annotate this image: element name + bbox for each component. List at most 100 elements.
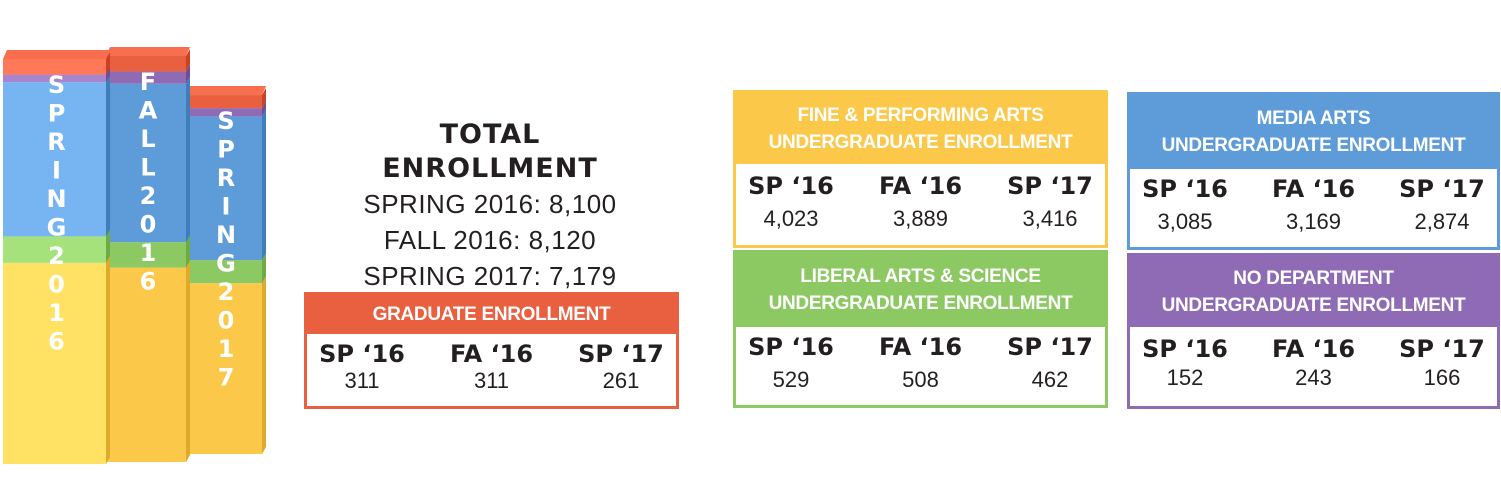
bar-category-label-char: 1 xyxy=(140,239,157,267)
bar-category-label-char: 0 xyxy=(140,211,157,239)
bar-category-label-char: 2 xyxy=(218,278,235,306)
value-sp17: 2,874 xyxy=(1414,209,1470,234)
value-fa16: 311 xyxy=(473,368,510,393)
bar-category-label-char: I xyxy=(52,157,61,185)
col-label-fa16: FA ‘16 xyxy=(878,172,963,200)
col-label-sp17: SP ‘17 xyxy=(1007,333,1093,361)
bar-category-label-char: N xyxy=(216,221,236,249)
total-enrollment-title: TOTAL ENROLLMENT xyxy=(382,119,598,184)
box-title: GRADUATE ENROLLMENT xyxy=(372,304,611,325)
box-title-line2: UNDERGRADUATE ENROLLMENT xyxy=(1161,135,1466,156)
total-enrollment: TOTAL ENROLLMENT SPRING 2016: 8,100 FALL… xyxy=(330,118,650,294)
bar-category-label-char: L xyxy=(140,154,155,182)
total-fall-2016: FALL 2016: 8,120 xyxy=(383,225,597,255)
col-label-fa16: FA ‘16 xyxy=(1271,175,1356,203)
box-title-line1: LIBERAL ARTS & SCIENCE xyxy=(800,266,1041,287)
liberal-arts-enrollment-box: LIBERAL ARTS & SCIENCE UNDERGRADUATE ENR… xyxy=(733,250,1108,408)
col-label-sp16: SP ‘16 xyxy=(748,333,834,361)
value-sp17: 462 xyxy=(1031,367,1069,392)
box-header: LIBERAL ARTS & SCIENCE UNDERGRADUATE ENR… xyxy=(736,253,1105,327)
value-sp16: 529 xyxy=(772,367,810,392)
value-sp17: 3,416 xyxy=(1022,206,1078,231)
bar-segment-media-arts xyxy=(186,116,262,261)
value-fa16: 243 xyxy=(1295,365,1332,390)
value-sp16: 4,023 xyxy=(763,206,819,231)
bar-segment-side xyxy=(106,75,110,237)
bar-category-label-char: R xyxy=(217,164,235,192)
box-header: GRADUATE ENROLLMENT xyxy=(307,295,676,334)
col-label-sp17: SP ‘17 xyxy=(1399,175,1485,203)
media-arts-enrollment-box: MEDIA ARTS UNDERGRADUATE ENROLLMENT SP ‘… xyxy=(1127,92,1500,250)
graduate-enrollment-box: GRADUATE ENROLLMENT SP ‘16 311 FA ‘16 311 … xyxy=(304,292,679,409)
bar-category-label-char: S xyxy=(217,107,234,135)
value-sp16: 152 xyxy=(1166,365,1204,390)
value-sp16: 3,085 xyxy=(1157,209,1213,234)
bar-category-label-char: 2 xyxy=(140,182,157,210)
bar-category-label-char: 6 xyxy=(48,328,65,356)
bar-top-face xyxy=(186,86,266,96)
box-title-line1: FINE & PERFORMING ARTS xyxy=(797,104,1044,126)
bar-segment-fine-arts xyxy=(3,262,106,464)
bar-segment-side xyxy=(106,67,110,83)
box-title-line2: UNDERGRADUATE ENROLLMENT xyxy=(768,293,1073,314)
col-label-fa16: FA ‘16 xyxy=(1271,335,1356,363)
bar-category-label-char: 0 xyxy=(218,307,235,335)
bar-segment-media-arts xyxy=(3,82,106,237)
bar-segment-side xyxy=(262,253,266,284)
total-spring-2016: SPRING 2016: 8,100 xyxy=(363,189,617,219)
col-label-fa16: FA ‘16 xyxy=(878,333,963,361)
col-label-sp16: SP ‘16 xyxy=(1142,175,1228,203)
bar-category-label-char: 6 xyxy=(140,268,157,296)
bar-segment-graduate xyxy=(106,56,186,72)
box-header: NO DEPARTMENT UNDERGRADUATE ENROLLMENT xyxy=(1130,256,1497,327)
bar-segment-graduate xyxy=(186,95,262,109)
col-label-sp17: SP ‘17 xyxy=(578,340,664,368)
box-header: FINE & PERFORMING ARTS UNDERGRADUATE ENR… xyxy=(736,93,1105,164)
box-title-line2: UNDERGRADUATE ENROLLMENT xyxy=(768,131,1073,153)
col-label-fa16: FA ‘16 xyxy=(449,340,534,368)
value-sp17: 261 xyxy=(602,368,640,393)
bar-segment-graduate xyxy=(3,59,106,75)
bar-segment-side xyxy=(262,276,266,454)
bar-category-label-char: 7 xyxy=(218,364,235,392)
bar-category-label-char: 2 xyxy=(48,242,65,270)
value-fa16: 3,169 xyxy=(1285,209,1342,234)
bar-segment-side xyxy=(186,64,190,84)
bar-segment-liberal-arts xyxy=(3,236,106,263)
bar-category-label-char: G xyxy=(47,214,67,242)
bar-category-label-char: F xyxy=(140,68,156,96)
col-label-sp16: SP ‘16 xyxy=(319,340,405,368)
no-department-enrollment-box: NO DEPARTMENT UNDERGRADUATE ENROLLMENT S… xyxy=(1127,253,1500,409)
bar-top-face xyxy=(106,47,190,56)
bar-top-face xyxy=(3,50,110,59)
bar-segment-side xyxy=(186,260,190,462)
bar-segment-side xyxy=(262,109,266,261)
bar-segment-liberal-arts xyxy=(106,242,186,268)
bar-category-label-char: N xyxy=(46,185,66,213)
bar-category-label-char: P xyxy=(48,100,66,128)
box-title-line1: MEDIA ARTS xyxy=(1256,108,1371,129)
bar-segment-side xyxy=(106,52,110,75)
col-label-sp17: SP ‘17 xyxy=(1399,335,1485,363)
bar-category-label-char: G xyxy=(216,250,236,278)
bar-category-label-char: P xyxy=(217,136,235,164)
bar-segment-fine-arts xyxy=(106,267,186,462)
box-title-line1: NO DEPARTMENT xyxy=(1233,267,1394,289)
bar-segment-side xyxy=(106,255,110,464)
bar-segment-side xyxy=(106,229,110,263)
bar-category-label-char: L xyxy=(140,125,155,153)
value-fa16: 508 xyxy=(902,367,939,392)
bar-segment-side xyxy=(262,88,266,109)
bar-category-label-char: A xyxy=(139,97,158,125)
bar-segment-no-department xyxy=(186,108,262,117)
bar-segment-side xyxy=(186,76,190,243)
col-label-sp16: SP ‘16 xyxy=(1142,335,1228,363)
box-header: MEDIA ARTS UNDERGRADUATE ENROLLMENT xyxy=(1130,95,1497,169)
bar-segment-side xyxy=(186,49,190,72)
box-title-line2: UNDERGRADUATE ENROLLMENT xyxy=(1161,294,1466,316)
bar-category-label-char: S xyxy=(48,71,65,99)
bar-category-label-char: 1 xyxy=(48,299,65,327)
bar-category-label-char: 0 xyxy=(48,271,65,299)
bar-segment-side xyxy=(186,235,190,268)
